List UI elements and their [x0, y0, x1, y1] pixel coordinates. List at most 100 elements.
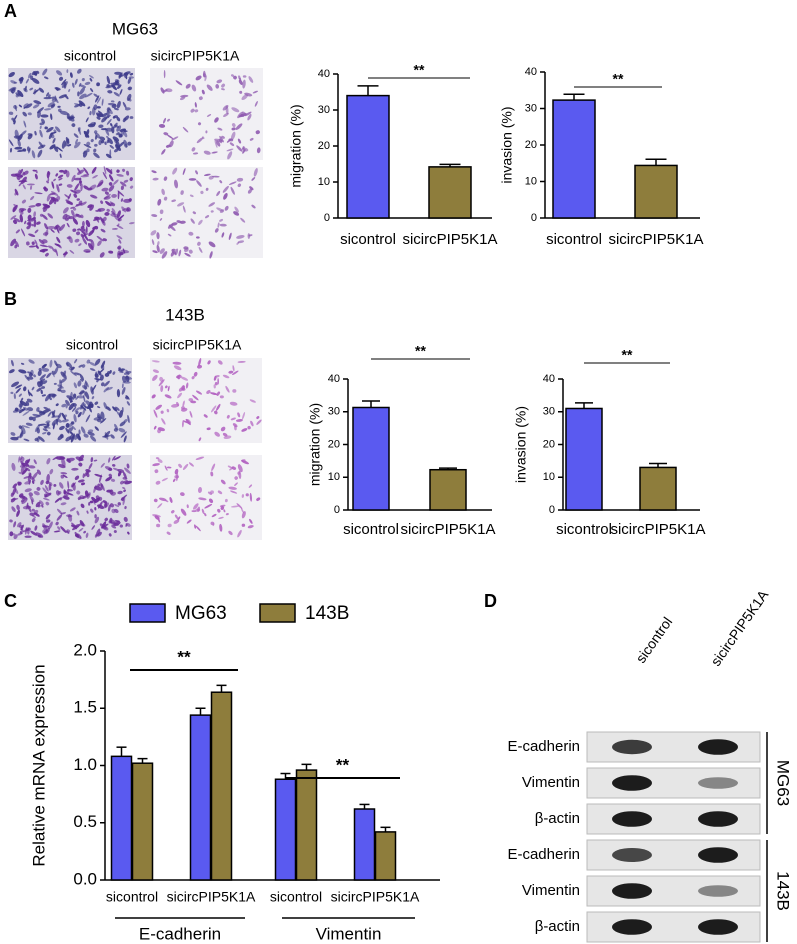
legend-label: 143B [305, 603, 349, 624]
blot-band [698, 739, 738, 755]
cell [157, 241, 160, 246]
cell [224, 205, 229, 211]
cell [114, 520, 120, 523]
cell [66, 184, 73, 188]
micrograph [150, 455, 262, 540]
cell [27, 133, 33, 140]
cell [237, 183, 242, 188]
cell [107, 107, 111, 111]
cell [60, 526, 67, 533]
cell [171, 510, 175, 514]
cell [28, 492, 34, 497]
cell [13, 120, 16, 125]
cell [32, 169, 37, 172]
cell [210, 471, 214, 477]
cell [42, 68, 48, 76]
cell [164, 465, 168, 471]
cell [219, 223, 227, 227]
cell [186, 504, 189, 509]
cell [114, 138, 118, 144]
cell [249, 492, 253, 502]
cell [94, 132, 101, 139]
cell [247, 525, 254, 529]
cell [74, 358, 78, 364]
blot-row-label: β-actin [535, 918, 580, 935]
cell [123, 74, 127, 79]
cell [103, 196, 111, 200]
cell [195, 170, 198, 175]
cell [79, 374, 85, 381]
blot-band [612, 775, 652, 791]
cell [127, 414, 130, 424]
cell [37, 144, 46, 150]
cell [129, 185, 134, 189]
cell [198, 358, 202, 367]
cell [51, 181, 55, 189]
cell [35, 501, 41, 508]
cell [121, 383, 124, 389]
cell [81, 230, 86, 235]
cell [78, 527, 84, 532]
cell [110, 168, 113, 175]
cell [83, 144, 92, 149]
cell [203, 414, 208, 418]
cell [108, 185, 115, 192]
cell [21, 199, 27, 204]
cell [28, 245, 37, 248]
cell [214, 228, 219, 233]
cell [99, 523, 107, 530]
cell [75, 523, 81, 527]
cell [219, 218, 224, 222]
cell [64, 94, 69, 100]
cell [213, 384, 216, 389]
cell [153, 409, 158, 418]
cell [212, 175, 220, 178]
cell [171, 199, 176, 203]
cell [216, 391, 221, 396]
cell [26, 398, 33, 403]
y-axis-label: migration (%) [307, 403, 323, 486]
cell [108, 473, 113, 478]
bar [374, 831, 397, 881]
cell [221, 135, 225, 139]
cell [119, 181, 127, 187]
cell [31, 386, 35, 391]
column-label: sicircPIP5K1A [151, 48, 240, 64]
cell [112, 371, 116, 375]
cell [44, 126, 48, 130]
cell [88, 229, 94, 237]
cell [157, 459, 163, 463]
cell [169, 496, 173, 503]
cell [15, 387, 21, 394]
cell [90, 435, 97, 442]
cell [111, 193, 117, 198]
cell [21, 468, 28, 475]
cell [28, 475, 36, 482]
cell [45, 501, 50, 506]
cell [256, 416, 260, 420]
cell [191, 147, 196, 152]
cell [105, 153, 112, 159]
cell [72, 82, 75, 88]
cell [59, 153, 62, 158]
cell [38, 367, 42, 372]
x-tick-label: sicontrol [343, 521, 399, 538]
cell [208, 498, 214, 504]
cell [63, 489, 66, 495]
cell [87, 242, 94, 251]
cell [20, 130, 27, 136]
column-label: sicontrol [66, 337, 118, 353]
cell [61, 140, 66, 149]
cell [104, 212, 110, 216]
cell [66, 69, 69, 73]
cell [47, 102, 55, 108]
cell [62, 213, 68, 220]
cell [46, 126, 54, 133]
cell [97, 240, 102, 247]
cell [77, 68, 82, 74]
cell [49, 359, 53, 368]
cell [67, 427, 74, 433]
cell [116, 125, 122, 132]
cell [237, 412, 241, 418]
